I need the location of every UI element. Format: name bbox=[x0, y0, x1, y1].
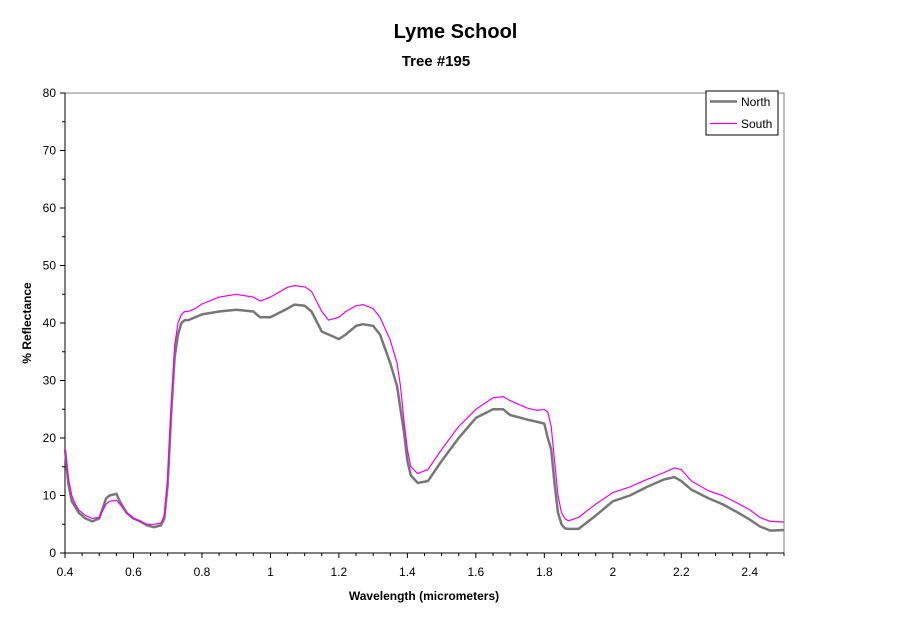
legend-box bbox=[705, 90, 779, 136]
y-axis: 0 10 20 30 40 50 60 70 80 bbox=[43, 86, 66, 560]
y-tick-label: 50 bbox=[43, 259, 57, 273]
y-tick-label: 10 bbox=[43, 489, 57, 503]
series-line-south bbox=[64, 285, 785, 525]
legend-label-south: South bbox=[741, 117, 772, 131]
x-tick-label: 1.2 bbox=[331, 565, 348, 579]
y-tick-label: 60 bbox=[43, 201, 57, 215]
y-tick-label: 0 bbox=[49, 546, 56, 560]
y-tick-label: 80 bbox=[43, 86, 57, 100]
x-tick-label: 1.6 bbox=[468, 565, 485, 579]
x-tick-label: 1.8 bbox=[536, 565, 553, 579]
x-tick-label: 0.4 bbox=[57, 565, 74, 579]
legend-label-north: North bbox=[741, 95, 770, 109]
x-axis-title: Wavelength (micrometers) bbox=[349, 589, 499, 603]
series-line-north bbox=[63, 303, 785, 532]
chart-subtitle: Tree #195 bbox=[401, 53, 471, 70]
chart-title: Lyme School bbox=[393, 21, 518, 43]
legend: North South bbox=[705, 90, 779, 136]
x-axis: 0.4 0.6 0.8 1 1.2 1.4 1.6 1.8 2 2.2 2.4 bbox=[57, 552, 785, 579]
y-tick-label: 20 bbox=[43, 431, 57, 445]
x-tick-label: 1 bbox=[267, 565, 274, 579]
x-tick-label: 2.4 bbox=[741, 565, 758, 579]
x-tick-label: 2.2 bbox=[673, 565, 690, 579]
series-layer bbox=[63, 285, 785, 532]
plot-area bbox=[64, 92, 785, 554]
y-tick-label: 40 bbox=[43, 316, 57, 330]
x-tick-label: 0.8 bbox=[194, 565, 211, 579]
x-tick-label: 2 bbox=[609, 565, 616, 579]
x-tick-label: 1.4 bbox=[399, 565, 416, 579]
x-tick-label: 0.6 bbox=[125, 565, 142, 579]
y-tick-label: 70 bbox=[43, 144, 57, 158]
y-tick-label: 30 bbox=[43, 374, 57, 388]
y-axis-title: % Reflectance bbox=[20, 282, 34, 364]
